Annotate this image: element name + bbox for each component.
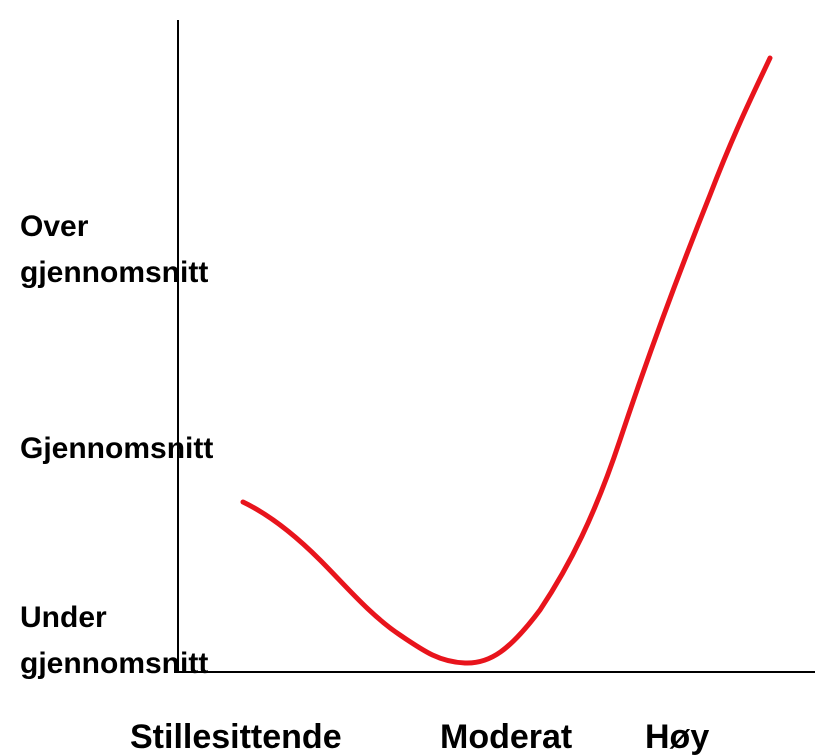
- y-label: Over: [20, 210, 89, 243]
- y-label: gjennomsnitt: [20, 256, 208, 289]
- curve: [240, 55, 773, 666]
- y-label: gjennomsnitt: [20, 647, 208, 680]
- x-label: Høy: [645, 718, 709, 756]
- x-label: Moderat: [440, 718, 572, 756]
- y-label: Gjennomsnitt: [20, 432, 213, 465]
- y-label: Under: [20, 601, 107, 634]
- x-label: Stillesittende: [130, 718, 342, 756]
